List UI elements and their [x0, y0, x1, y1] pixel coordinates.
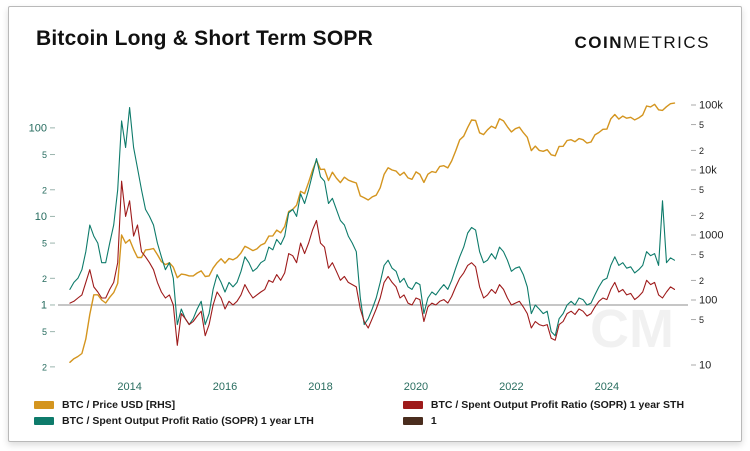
left-axis-label: 5 — [42, 150, 47, 160]
left-axis-label: 2 — [42, 185, 47, 195]
page-title: Bitcoin Long & Short Term SOPR — [36, 27, 373, 50]
legend-swatch-price — [34, 401, 54, 409]
x-axis-label: 2022 — [499, 381, 523, 393]
legend-swatch-lth — [34, 417, 54, 425]
x-axis-label: 2018 — [308, 381, 332, 393]
legend-label-one: 1 — [430, 415, 437, 427]
right-axis-label: 5 — [699, 315, 704, 325]
legend-item-price: BTC / Price USD [RHS] — [34, 399, 403, 411]
x-axis-label: 2014 — [117, 381, 141, 393]
logo-metrics: METRICS — [623, 33, 710, 52]
right-axis-label: 5 — [699, 120, 704, 130]
right-axis-label: 2 — [699, 211, 704, 221]
series-line-lth — [69, 106, 676, 337]
left-axis-label: 2 — [42, 362, 47, 372]
right-axis-label: 10k — [699, 164, 717, 176]
legend-label-sth: BTC / Spent Output Profit Ratio (SOPR) 1… — [430, 399, 685, 411]
sopr-chart: CM 100 5 2 10 5 2 1 5 2 100k 5 2 10k 5 2 1000 5 2 100 5 10 201… — [29, 99, 724, 393]
left-axis-label: 1 — [41, 299, 47, 311]
left-axis-label: 5 — [42, 239, 47, 249]
x-axis-label: 2020 — [404, 381, 428, 393]
right-axis-label: 100 — [699, 294, 717, 306]
legend-swatch-one — [402, 417, 423, 425]
legend: BTC / Price USD [RHS] BTC / Spent Output … — [34, 399, 730, 427]
right-axis-label: 5 — [699, 185, 704, 195]
legend-label-lth: BTC / Spent Output Profit Ratio (SOPR) 1… — [62, 415, 314, 427]
right-axis-label: 1000 — [699, 229, 723, 241]
series-line-sth — [69, 180, 676, 346]
watermark: CM — [590, 299, 674, 359]
x-axis-label: 2024 — [595, 381, 619, 393]
legend-item-lth: BTC / Spent Output Profit Ratio (SOPR) 1… — [34, 415, 403, 427]
legend-label-price: BTC / Price USD [RHS] — [62, 399, 176, 411]
series-line-price — [69, 102, 676, 363]
x-axis-label: 2016 — [213, 381, 237, 393]
legend-swatch-sth — [402, 401, 423, 409]
right-axis-label: 2 — [699, 276, 704, 286]
legend-item-sth: BTC / Spent Output Profit Ratio (SOPR) 1… — [402, 399, 730, 411]
left-axis-label: 2 — [42, 274, 47, 284]
logo-coin: COIN — [574, 33, 623, 52]
right-axis-label: 100k — [699, 99, 723, 111]
right-axis-label: 5 — [699, 250, 704, 260]
right-axis-label: 10 — [699, 359, 711, 371]
legend-item-one: 1 — [402, 415, 730, 427]
coinmetrics-logo: COINMETRICS — [575, 33, 711, 53]
left-axis-label: 100 — [29, 122, 47, 134]
left-axis-label: 5 — [42, 327, 47, 337]
left-axis-label: 10 — [35, 211, 47, 223]
right-axis-label: 2 — [699, 146, 704, 156]
